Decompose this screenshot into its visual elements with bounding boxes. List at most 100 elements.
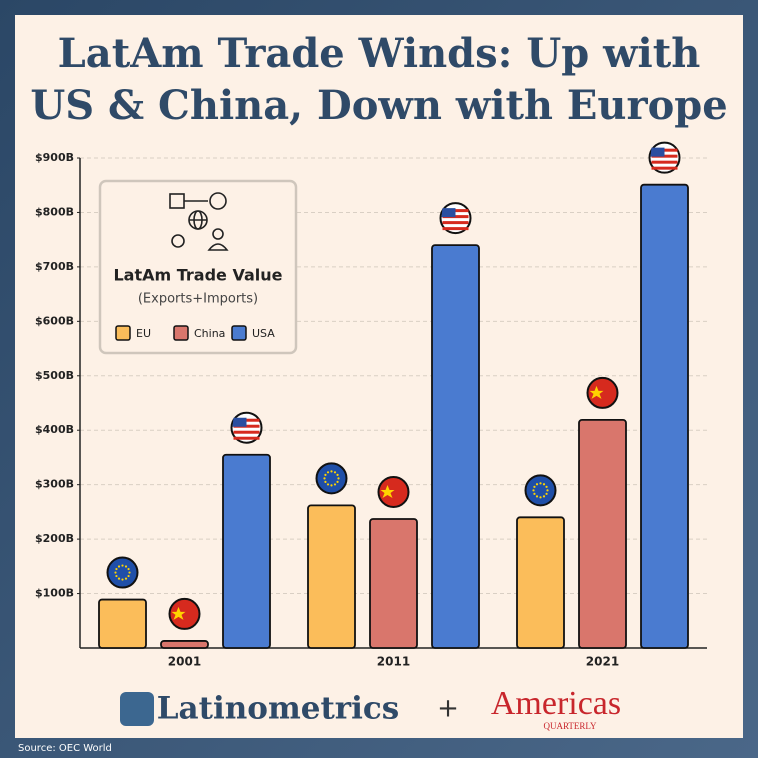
flag-icon xyxy=(586,376,619,409)
legend-title: LatAm Trade Value xyxy=(113,266,282,285)
bar xyxy=(578,418,627,649)
flag-star xyxy=(539,496,542,499)
flag-icon xyxy=(377,475,410,508)
flag-icon xyxy=(648,141,681,174)
flag-star xyxy=(542,483,546,486)
flag-star xyxy=(336,473,339,476)
flag-star xyxy=(121,564,124,567)
flag-bg xyxy=(315,462,348,495)
bar xyxy=(98,598,147,649)
flag-star xyxy=(337,477,340,480)
flag-stripe xyxy=(442,227,469,231)
flag-star xyxy=(121,578,124,581)
y-tick-label: $800B xyxy=(35,205,74,218)
flag-star xyxy=(333,471,337,474)
flag-stripe xyxy=(233,436,260,440)
flag-star xyxy=(333,483,337,486)
flag-icon xyxy=(230,411,263,444)
flag-star xyxy=(124,565,128,568)
flag-bg xyxy=(586,376,619,409)
flag-star xyxy=(114,571,117,574)
flag-star xyxy=(128,571,131,574)
flag-icon xyxy=(524,474,557,507)
flag-star xyxy=(336,480,339,483)
flag-star xyxy=(326,471,330,474)
flag-star xyxy=(380,484,395,498)
brand: Latinometrics xyxy=(157,691,399,727)
plot: $100B $200B $300B $400B $500B $600B $700B $800B… xyxy=(35,151,707,669)
legend-icon xyxy=(169,192,229,251)
flag-star xyxy=(115,567,118,571)
flag-star xyxy=(324,480,327,483)
bar xyxy=(516,516,565,649)
y-tick-label: $200B xyxy=(35,532,74,545)
y-tick-label: $500B xyxy=(35,369,74,382)
legend-box xyxy=(98,179,298,355)
bar xyxy=(640,183,689,649)
partner-sub: QUARTERLY xyxy=(543,721,597,731)
flag-star xyxy=(330,470,333,473)
partner: Americas xyxy=(491,685,621,722)
legend-label: EU xyxy=(136,327,151,340)
flag-canton xyxy=(232,417,247,427)
flag-icon xyxy=(168,597,201,630)
flag-icon xyxy=(106,556,139,589)
flag-star xyxy=(589,385,604,399)
flag-star xyxy=(545,485,548,488)
flag-star xyxy=(323,477,326,480)
y-tick-label: $700B xyxy=(35,260,74,273)
flag-star xyxy=(117,577,121,580)
flag-stripe xyxy=(651,166,678,170)
flag-star xyxy=(117,565,121,568)
flag-bg xyxy=(168,597,201,630)
bar xyxy=(160,640,209,649)
flag-stripe xyxy=(233,430,260,434)
flag-star xyxy=(539,482,542,485)
flag-star xyxy=(115,574,118,578)
bar xyxy=(431,244,480,649)
legend: LatAm Trade Value (Exports+Imports) EU Ch… xyxy=(98,179,298,355)
y-tick-label: $600B xyxy=(35,314,74,327)
flag-star xyxy=(532,489,535,492)
legend-swatch xyxy=(173,325,189,341)
bar xyxy=(369,518,418,649)
y-tick-label: $300B xyxy=(35,478,74,491)
bar xyxy=(307,504,356,649)
flag-bg xyxy=(106,556,139,589)
flag-bg xyxy=(377,475,410,508)
legend-subtitle: (Exports+Imports) xyxy=(138,292,258,307)
legend-swatch xyxy=(115,325,131,341)
flag-bg xyxy=(524,474,557,507)
flag-star xyxy=(535,495,539,498)
legend-swatch xyxy=(231,325,247,341)
flag-icon xyxy=(315,462,348,495)
source: Source: OEC World xyxy=(18,743,112,754)
flag-canton xyxy=(650,147,665,157)
flag-star xyxy=(324,473,327,476)
bar xyxy=(222,453,271,649)
flag-star xyxy=(533,485,536,488)
y-tick-label: $400B xyxy=(35,423,74,436)
x-tick-label: 2011 xyxy=(377,655,410,669)
brand-logo xyxy=(120,692,154,726)
y-tick-label: $100B xyxy=(35,587,74,600)
legend-label: USA xyxy=(252,327,275,340)
flag-star xyxy=(545,492,548,495)
plus: + xyxy=(437,694,459,724)
flag-stripe xyxy=(651,160,678,164)
flag-star xyxy=(542,495,546,498)
x-tick-label: 2021 xyxy=(586,655,619,669)
flag-stripe xyxy=(442,221,469,225)
flag-star xyxy=(546,489,549,492)
y-tick-label: $900B xyxy=(35,151,74,164)
flag-star xyxy=(535,483,539,486)
flag-canton xyxy=(441,208,456,218)
flag-star xyxy=(171,606,186,620)
flag-star xyxy=(127,567,130,571)
flag-star xyxy=(124,577,128,580)
flag-star xyxy=(330,484,333,487)
legend-label: China xyxy=(194,327,225,340)
title: LatAm Trade Winds: Up with US & China, D… xyxy=(30,30,728,129)
